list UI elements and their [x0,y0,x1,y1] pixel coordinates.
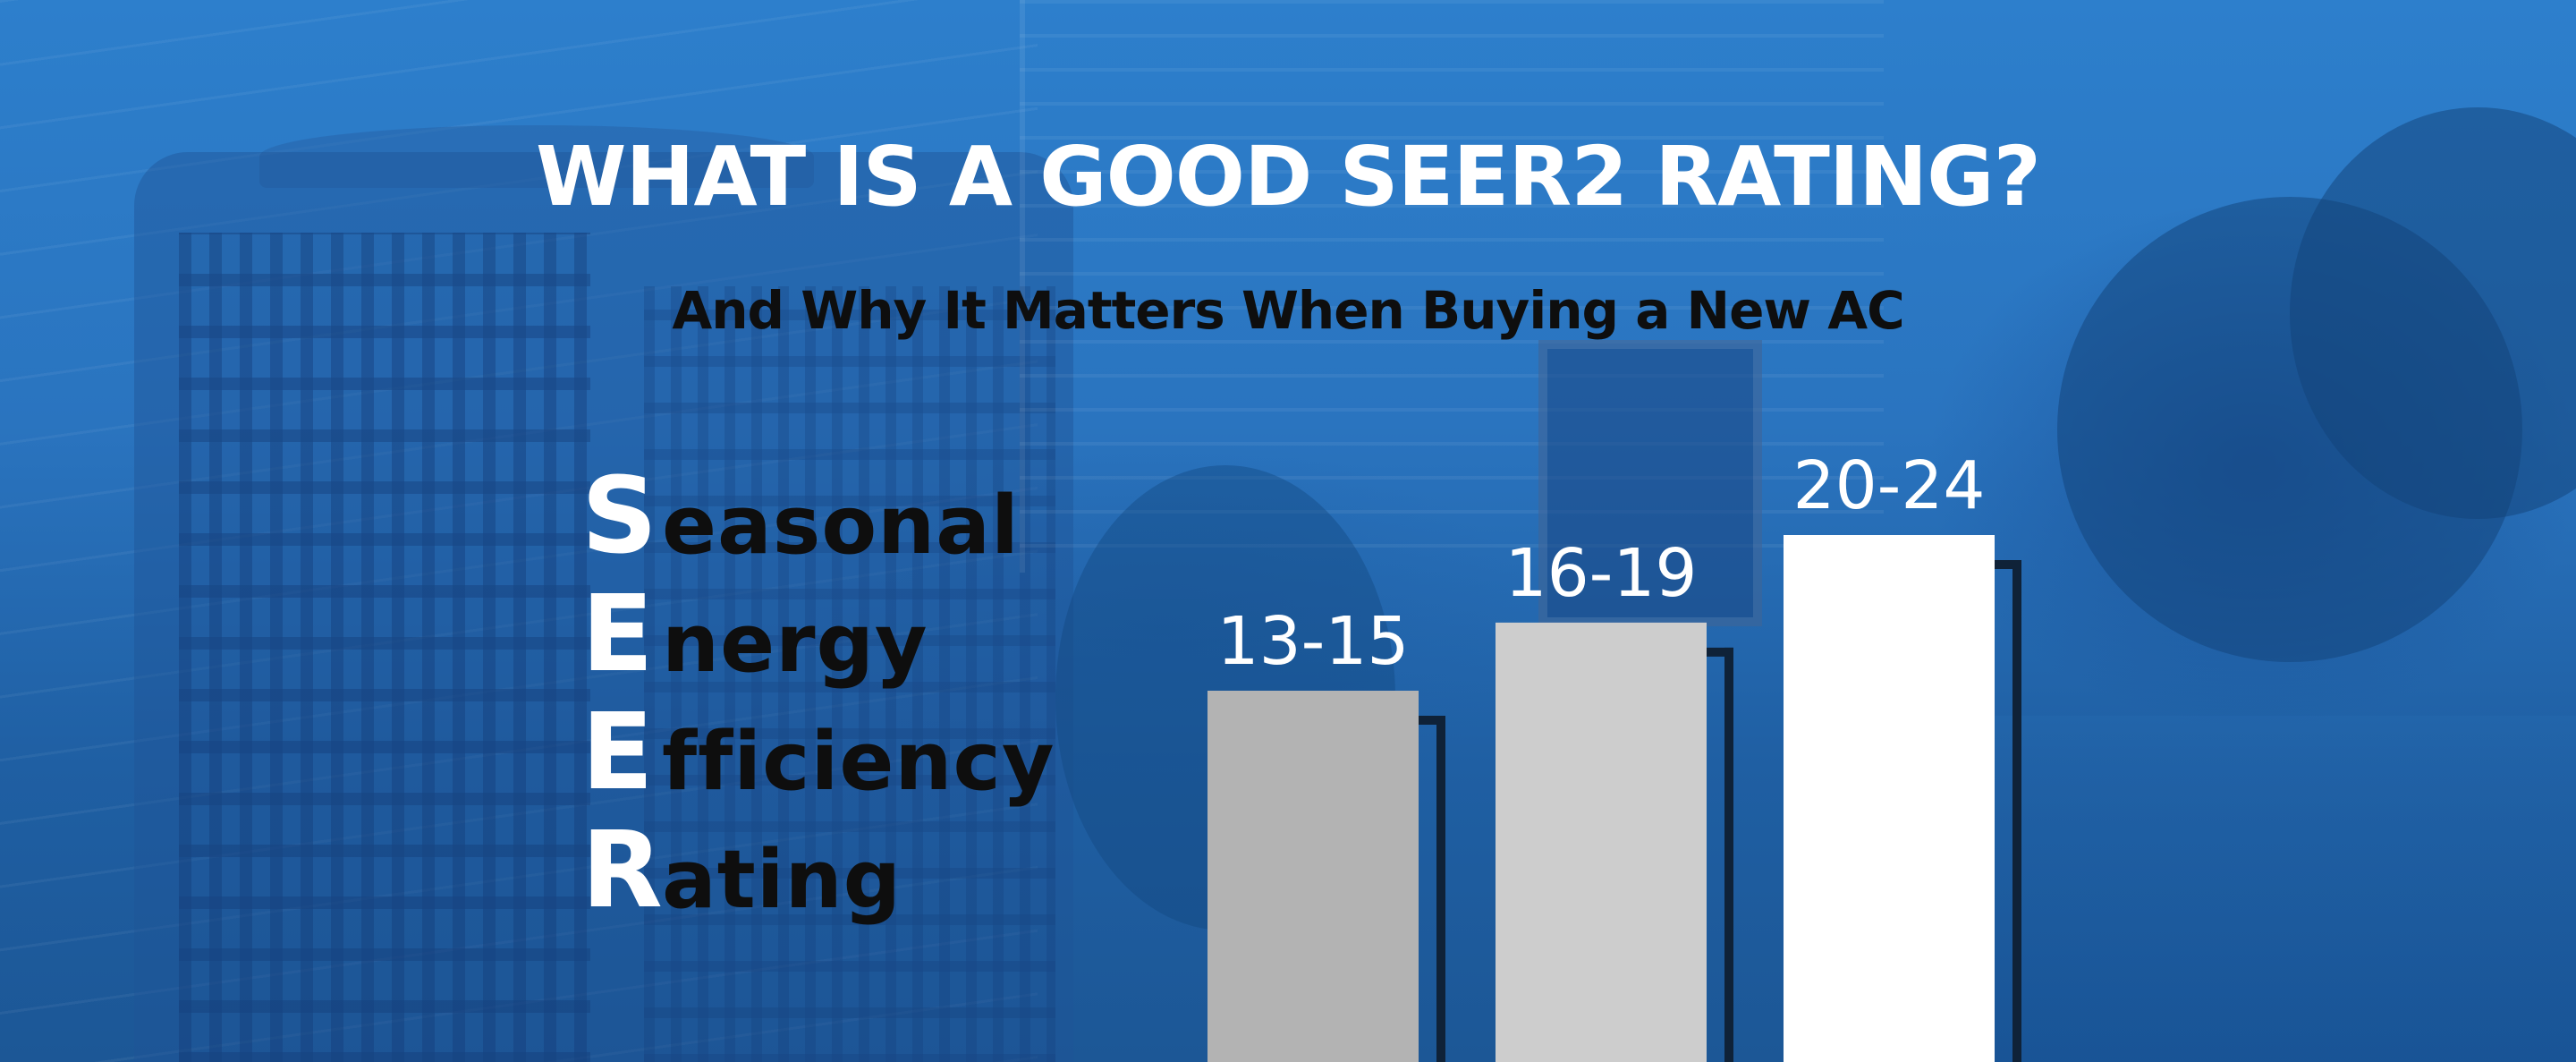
bar-20-24 [1784,535,1995,1062]
bar-shadow [1419,716,1445,725]
house-window [1538,340,1762,626]
ac-unit-grille-side [644,286,1055,1062]
bar-shadow [2012,560,2021,1062]
ac-unit [134,152,1073,1062]
page-title: WHAT IS A GOOD SEER2 RATING? [536,129,2041,225]
acronym-word: easonal [662,479,1020,573]
acronym-initial: E [581,690,654,813]
tree [2290,107,2576,519]
bar-label: 16-19 [1504,535,1697,612]
bar-shadow [1724,647,1733,1062]
ac-unit-grille [179,233,590,1062]
acronym-row-seasonal: Seasonal [581,456,1055,574]
bar-shadow [1707,647,1733,657]
acronym-initial: R [581,808,663,931]
bar-13-15 [1208,691,1419,1062]
bar-16-19 [1496,622,1707,1062]
bar-label: 13-15 [1216,603,1409,680]
acronym-word: ating [662,833,902,927]
acronym-word: nergy [662,597,928,691]
bar-shadow [1995,560,2021,569]
acronym-word: fficiency [662,715,1055,809]
ac-unit-top [259,125,814,188]
acronym-initial: S [581,454,657,577]
bar-label: 20-24 [1792,447,1985,524]
page-subtitle: And Why It Matters When Buying a New AC [672,280,1904,341]
bar-shadow [1436,716,1445,1062]
acronym-row-rating: Rating [581,811,1055,929]
acronym-initial: E [581,572,654,695]
